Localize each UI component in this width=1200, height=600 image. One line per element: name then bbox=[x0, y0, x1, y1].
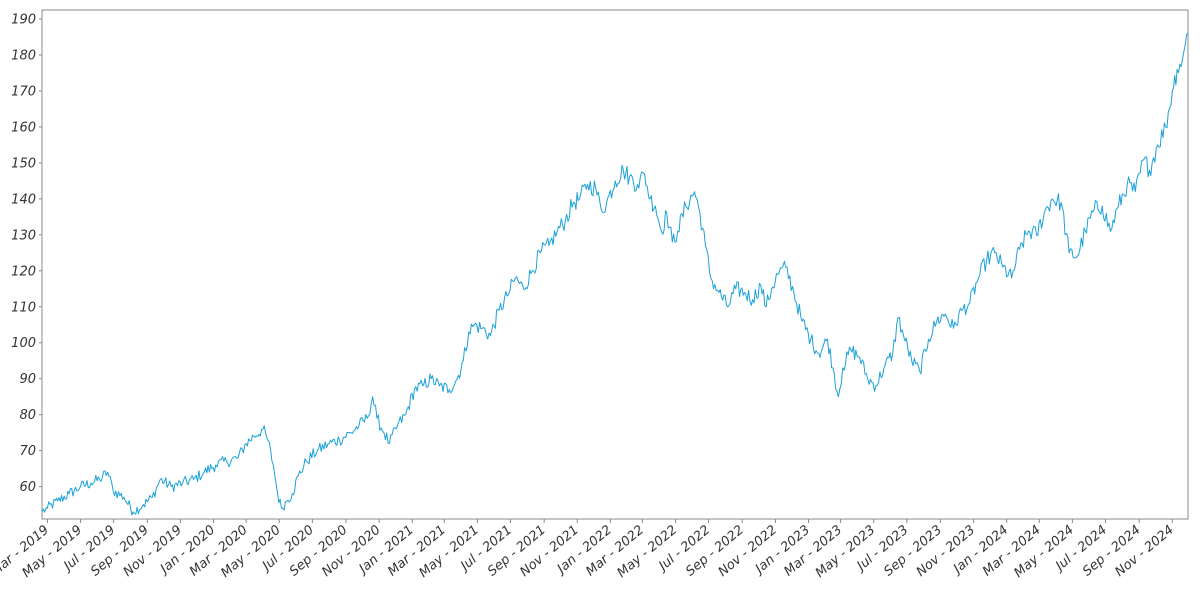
plot-area-frame bbox=[41, 9, 1189, 520]
y-tick-label: 60 bbox=[19, 480, 36, 495]
series-layer bbox=[41, 33, 1189, 516]
y-tick-label: 130 bbox=[11, 228, 36, 243]
y-tick-label: 80 bbox=[19, 408, 36, 423]
y-tick-label: 180 bbox=[11, 48, 36, 63]
y-tick-label: 160 bbox=[11, 120, 36, 135]
y-tick-label: 120 bbox=[11, 264, 36, 279]
y-tick-label: 190 bbox=[11, 12, 36, 27]
y-tick-label: 150 bbox=[11, 156, 36, 171]
series-line bbox=[41, 33, 1189, 516]
y-tick-label: 70 bbox=[19, 444, 36, 459]
y-tick-label: 100 bbox=[11, 336, 36, 351]
y-tick-label: 140 bbox=[11, 192, 36, 207]
y-axis: 60 70 80 90 100 110 120 130 140 150 160 170 180 190 bbox=[11, 12, 42, 495]
y-tick-label: 110 bbox=[11, 300, 36, 315]
y-tick-label: 170 bbox=[11, 84, 36, 99]
y-tick-label: 90 bbox=[19, 372, 36, 387]
